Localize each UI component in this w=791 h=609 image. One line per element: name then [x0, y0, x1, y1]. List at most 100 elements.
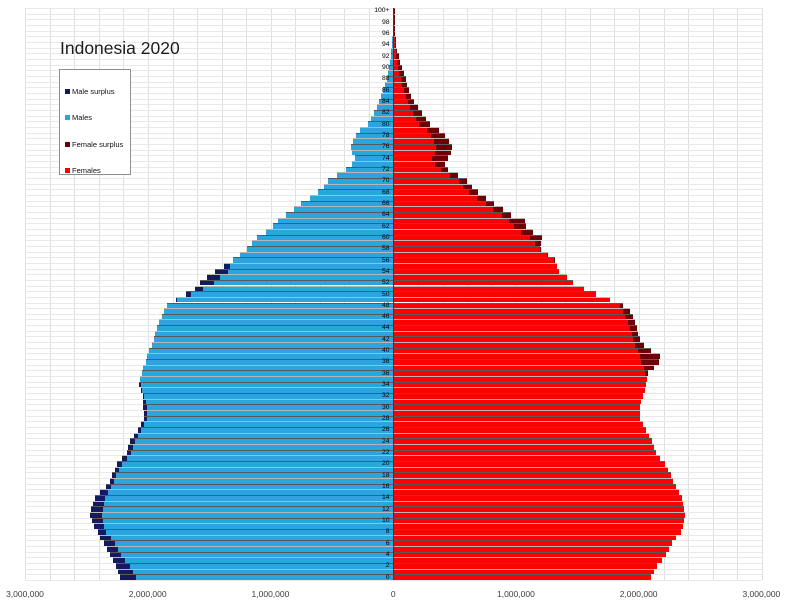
female-surplus-age-85 [405, 93, 412, 99]
male-base-age-88 [386, 76, 394, 82]
female-base-age-29 [393, 411, 640, 416]
male-base-age-92 [390, 54, 394, 59]
male-base-age-80 [367, 122, 394, 127]
male-bar-age-39 [147, 353, 394, 360]
age-tick-label: 38 [381, 358, 390, 366]
female-surplus-age-46 [625, 314, 633, 320]
female-base-age-92 [393, 54, 397, 59]
female-base-age-94 [393, 42, 396, 48]
female-surplus-age-80 [419, 122, 431, 127]
male-bar-age-69 [323, 183, 394, 190]
male-bar-age-6 [103, 540, 394, 547]
male-base-age-12 [102, 507, 394, 513]
age-tick-label: 64 [381, 211, 390, 219]
male-bar-age-32 [142, 393, 394, 399]
legend-label: Female surplus [72, 139, 124, 149]
female-surplus-age-79 [426, 127, 439, 133]
female-base-age-59 [393, 241, 535, 246]
female-surplus-age-41 [635, 343, 644, 348]
female-bar-age-22 [393, 449, 657, 456]
female-bar-age-93 [393, 47, 398, 54]
vertical-gridline [663, 8, 665, 580]
female-surplus-age-56 [554, 258, 555, 263]
male-surplus-swatch-icon [65, 88, 70, 94]
female-base-age-53 [393, 275, 567, 280]
female-bar-age-67 [393, 194, 486, 201]
male-base-age-18 [116, 473, 394, 479]
male-bar-age-41 [151, 342, 394, 348]
age-tick-label: 46 [381, 313, 390, 321]
female-bar-age-76 [393, 143, 453, 150]
male-bar-age-62 [273, 223, 394, 229]
female-bar-age-50 [393, 291, 596, 297]
female-surplus-age-61 [521, 229, 534, 235]
male-surplus-age-5 [106, 547, 118, 552]
female-base-age-69 [393, 184, 464, 190]
x-axis-tick-label: 3,000,000 [6, 589, 44, 599]
female-bar-age-47 [393, 308, 630, 314]
x-axis-tick-label: 1,000,000 [496, 589, 535, 599]
male-surplus-age-54 [214, 269, 228, 275]
female-base-age-14 [393, 496, 682, 501]
male-bar-age-1 [117, 568, 394, 575]
female-surplus-age-47 [623, 309, 630, 314]
vertical-gridline [25, 8, 27, 580]
male-base-age-1 [133, 569, 394, 575]
female-base-age-47 [393, 309, 623, 314]
age-tick-label: 44 [381, 324, 390, 332]
female-base-age-55 [393, 263, 557, 269]
male-bar-age-74 [355, 155, 394, 161]
male-bar-age-13 [92, 500, 394, 507]
female-bar-age-44 [393, 325, 638, 331]
male-base-age-85 [381, 93, 394, 99]
age-tick-label: 80 [381, 120, 390, 128]
female-bar-age-30 [393, 404, 641, 411]
female-surplus-age-60 [530, 235, 542, 241]
male-bar-age-16 [106, 483, 394, 490]
age-tick-label: 72 [381, 165, 390, 173]
female-base-age-30 [393, 405, 641, 411]
female-base-age-19 [393, 467, 669, 473]
male-surplus-age-10 [91, 518, 103, 524]
female-bar-age-27 [393, 421, 644, 428]
male-surplus-age-13 [92, 501, 104, 507]
male-bar-age-40 [149, 347, 394, 354]
male-surplus-age-32 [142, 394, 144, 399]
female-base-age-37 [393, 365, 644, 371]
vertical-gridline [688, 8, 690, 580]
male-base-age-70 [327, 178, 394, 184]
male-bar-age-27 [141, 421, 394, 428]
male-surplus-age-21 [122, 456, 128, 462]
plot-area: 0 2 4 6 8 10 12 14 16 18 20 22 24 26 28 30 32 34 36 38 40 42 4… [25, 7, 763, 581]
female-base-age-61 [393, 229, 522, 235]
male-bar-age-33 [140, 387, 394, 394]
male-bar-age-56 [232, 257, 394, 263]
female-bar-age-8 [393, 529, 681, 535]
female-base-age-23 [393, 445, 655, 450]
female-base-age-66 [393, 201, 486, 207]
male-base-age-94 [391, 42, 394, 48]
male-base-age-67 [310, 195, 394, 201]
female-bar-age-10 [393, 517, 685, 524]
age-tick-label: 22 [381, 449, 390, 457]
male-bar-age-26 [138, 427, 394, 433]
x-axis-tick-label: 1,000,000 [251, 589, 290, 599]
vertical-gridline [49, 8, 51, 580]
female-bar-age-95 [393, 36, 396, 42]
male-base-age-14 [105, 496, 394, 501]
male-surplus-age-52 [199, 280, 215, 286]
legend-item-male-surplus: Male surplus [65, 78, 130, 105]
female-base-age-16 [393, 484, 676, 490]
male-bar-age-83 [376, 104, 394, 110]
age-tick-label: 34 [381, 381, 390, 389]
male-base-age-54 [227, 269, 394, 275]
male-base-age-93 [391, 48, 394, 54]
male-surplus-age-0 [119, 575, 136, 580]
female-surplus-age-42 [632, 337, 640, 343]
male-base-age-52 [214, 280, 394, 286]
male-bar-age-60 [256, 234, 394, 241]
female-bar-age-55 [393, 262, 557, 269]
female-base-age-63 [393, 218, 509, 224]
female-bar-age-88 [393, 75, 406, 82]
female-surplus-age-36 [645, 371, 649, 377]
